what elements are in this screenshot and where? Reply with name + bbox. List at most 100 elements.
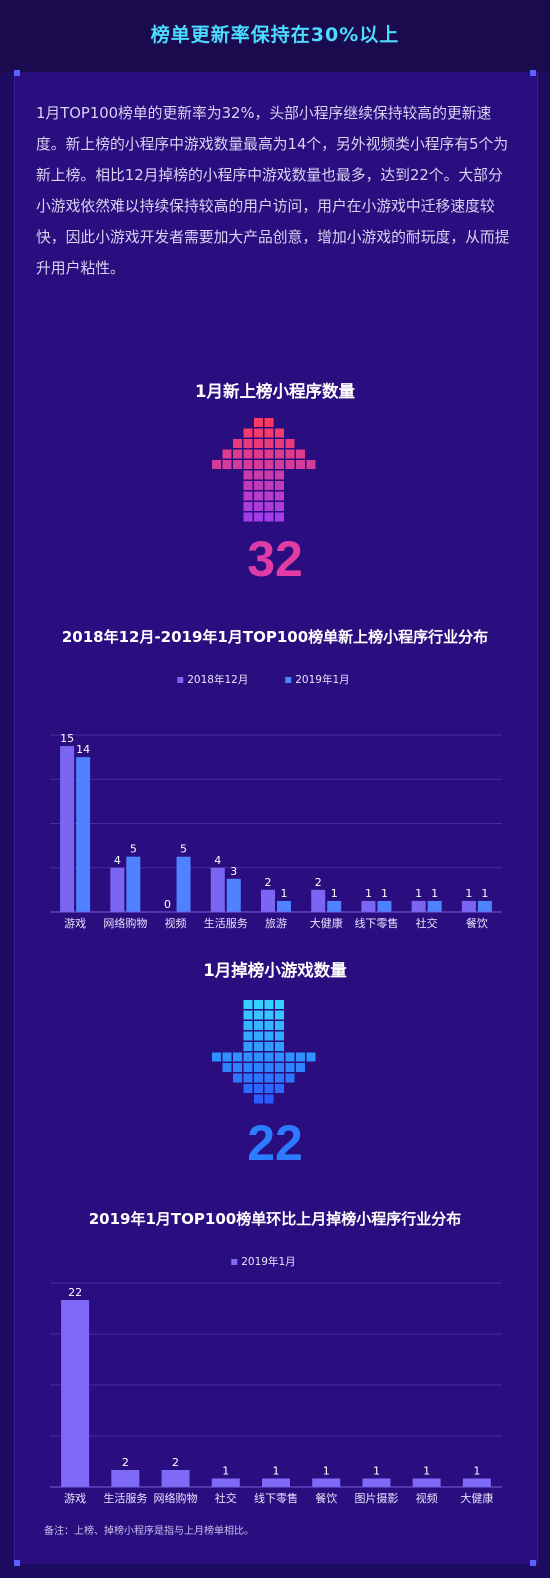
category-label: 图片摄影 <box>354 1491 398 1505</box>
arrow-cell <box>264 1000 274 1009</box>
chart2-title: 2019年1月TOP100榜单环比上月掉榜小程序行业分布 <box>88 1210 462 1228</box>
arrow-cell <box>264 449 274 459</box>
content-panel <box>14 72 538 1564</box>
arrow-cell <box>285 449 295 459</box>
bar <box>361 900 376 912</box>
bar-value-label: 1 <box>323 1465 330 1478</box>
arrow-cell <box>264 1063 274 1072</box>
bar <box>412 1478 441 1487</box>
intro-paragraph: 1月TOP100榜单的更新率为32%，头部小程序继续保持较高的更新速度。新上榜的… <box>36 105 510 277</box>
category-label: 餐饮 <box>466 916 488 930</box>
arrow-cell <box>254 1021 263 1030</box>
bar <box>311 889 326 912</box>
arrow-cell <box>243 1010 253 1020</box>
legend-swatch <box>285 677 292 683</box>
header-band <box>0 0 550 72</box>
bar-value-label: 1 <box>473 1465 480 1478</box>
arrow-cell <box>254 1094 263 1104</box>
arrow-cell <box>212 460 221 469</box>
bar <box>427 900 442 912</box>
arrow-cell <box>275 1000 284 1009</box>
arrow-cell <box>243 1031 253 1041</box>
arrow-cell <box>254 1010 263 1020</box>
arrow-cell <box>264 1042 274 1051</box>
bar-value-label: 5 <box>130 843 137 856</box>
footnote: 备注：上榜、掉榜小程序是指与上月榜单相比。 <box>44 1526 254 1537</box>
bar-value-label: 1 <box>331 887 338 900</box>
arrow-cell <box>275 439 284 448</box>
arrow-cell <box>264 439 274 448</box>
arrow-cell <box>254 491 263 501</box>
category-label: 视频 <box>416 1491 438 1505</box>
category-label: 游戏 <box>64 1492 86 1505</box>
bar <box>461 900 476 912</box>
category-label: 大健康 <box>310 916 343 930</box>
arrow-cell <box>264 418 274 427</box>
up-arrow-icon <box>212 418 316 522</box>
arrow-cell <box>254 470 263 480</box>
arrow-cell <box>296 460 305 469</box>
arrow-cell <box>243 1052 253 1062</box>
legend-label: 2019年1月 <box>295 673 349 686</box>
bar-value-label: 4 <box>214 854 221 867</box>
bar <box>110 867 125 912</box>
bar-value-label: 4 <box>114 854 121 867</box>
bar <box>161 1470 190 1487</box>
corner-marker-tr <box>530 70 536 76</box>
arrow-cell <box>254 1052 263 1062</box>
arrow-cell <box>285 460 295 469</box>
arrow-cell <box>243 512 253 522</box>
bar-value-label: 1 <box>481 887 488 900</box>
page-title: 榜单更新率保持在30%以上 <box>150 24 400 46</box>
bar <box>411 900 426 912</box>
arrow-cell <box>306 460 316 469</box>
arrow-cell <box>243 1073 253 1083</box>
arrow-cell <box>243 1042 253 1051</box>
arrow-cell <box>243 481 253 490</box>
arrow-cell <box>264 470 274 480</box>
category-label: 生活服务 <box>103 1491 147 1505</box>
arrow-cell <box>254 418 263 427</box>
arrow-cell <box>275 1042 284 1051</box>
new-listing-title: 1月新上榜小程序数量 <box>195 382 355 401</box>
arrow-cell <box>275 481 284 490</box>
category-label: 大健康 <box>460 1491 493 1505</box>
arrow-cell <box>275 512 284 522</box>
arrow-cell <box>222 1052 232 1062</box>
bar-value-label: 2 <box>122 1456 129 1469</box>
bar <box>176 856 191 912</box>
arrow-cell <box>243 491 253 501</box>
arrow-cell <box>254 512 263 522</box>
arrow-cell <box>285 1052 295 1062</box>
category-label: 社交 <box>215 1491 237 1505</box>
arrow-cell <box>243 439 253 448</box>
arrow-cell <box>212 1052 221 1062</box>
bar <box>362 1478 391 1487</box>
arrow-cell <box>296 1052 305 1062</box>
category-label: 线下零售 <box>354 916 398 930</box>
arrow-cell <box>285 1073 295 1083</box>
arrow-cell <box>264 1031 274 1041</box>
arrow-cell <box>264 502 274 511</box>
arrow-cell <box>222 1063 232 1072</box>
bar-value-label: 22 <box>68 1286 82 1299</box>
arrow-cell <box>285 1063 295 1072</box>
arrow-cell <box>254 439 263 448</box>
category-label: 社交 <box>416 916 438 930</box>
arrow-cell <box>233 1052 242 1062</box>
dropped-games-title: 1月掉榜小游戏数量 <box>203 961 347 980</box>
arrow-cell <box>233 1063 242 1072</box>
arrow-cell <box>275 1063 284 1072</box>
arrow-cell <box>275 1052 284 1062</box>
arrow-cell <box>254 428 263 438</box>
arrow-cell <box>275 428 284 438</box>
arrow-cell <box>264 1094 274 1104</box>
arrow-cell <box>264 428 274 438</box>
arrow-cell <box>275 1073 284 1083</box>
arrow-cell <box>254 1042 263 1051</box>
category-label: 旅游 <box>265 916 287 930</box>
arrow-cell <box>243 1021 253 1030</box>
chart1-title: 2018年12月-2019年1月TOP100榜单新上榜小程序行业分布 <box>61 628 489 646</box>
legend-label: 2019年1月 <box>241 1255 295 1268</box>
